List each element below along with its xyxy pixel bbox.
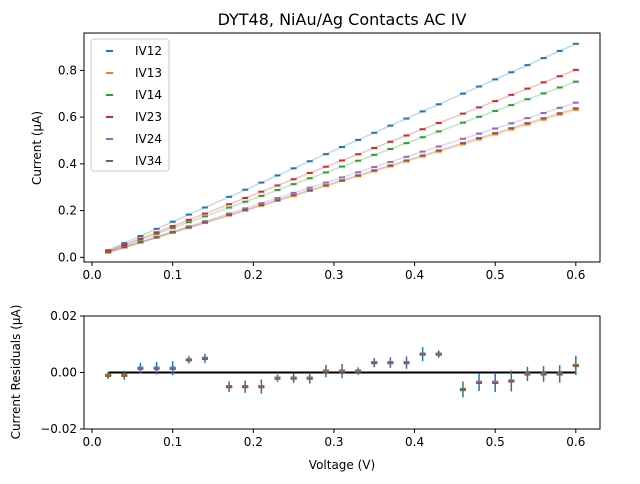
iv-plot-panel: 0.0 0.1 0.2 0.3 0.4 0.5 0.6 0.0 0.2 0.4 0.6 0.8 IV12… — [58, 32, 601, 282]
legend-box — [90, 38, 170, 172]
top-y-tick-label: 0.4 — [58, 157, 77, 171]
legend-label-iv34: IV34 — [135, 154, 162, 168]
bottom-x-axis-label: Voltage (V) — [309, 458, 375, 472]
top-y-tick-label: 0.6 — [58, 110, 77, 124]
legend-label-iv13: IV13 — [135, 66, 162, 80]
bottom-x-tick-label: 0.2 — [244, 435, 263, 449]
chart-title: DYT48, NiAu/Ag Contacts AC IV — [218, 10, 467, 29]
bottom-x-tick-label: 0.1 — [163, 435, 182, 449]
bottom-x-tick-label: 0.6 — [566, 435, 585, 449]
top-axes-frame — [83, 32, 601, 263]
top-y-axis-label: Current (μA) — [30, 111, 44, 185]
bottom-x-tick-label: 0.4 — [405, 435, 424, 449]
legend-label-iv23: IV23 — [135, 110, 162, 124]
top-x-tick-label: 0.6 — [566, 268, 585, 282]
bottom-y-axis-label: Current Residuals (μA) — [9, 305, 23, 440]
residuals-plot-panel: 0.0 0.1 0.2 0.3 0.4 0.5 0.6 −0.02 0.00 0.02 — [40, 309, 601, 449]
top-y-tick-label: 0.8 — [58, 63, 77, 77]
bottom-x-tick-label: 0.0 — [83, 435, 102, 449]
top-x-tick-label: 0.2 — [244, 268, 263, 282]
top-x-tick-label: 0.4 — [405, 268, 424, 282]
top-y-tick-label: 0.0 — [58, 250, 77, 264]
top-x-tick-label: 0.3 — [324, 268, 343, 282]
bottom-x-tick-label: 0.3 — [324, 435, 343, 449]
top-x-tick-label: 0.5 — [486, 268, 505, 282]
top-y-tick-label: 0.2 — [58, 204, 77, 218]
legend-label-iv12: IV12 — [135, 44, 162, 58]
top-x-tick-label: 0.1 — [163, 268, 182, 282]
legend-label-iv14: IV14 — [135, 88, 162, 102]
bottom-x-tick-label: 0.5 — [486, 435, 505, 449]
legend-label-iv24: IV24 — [135, 132, 162, 146]
top-x-tick-label: 0.0 — [83, 268, 102, 282]
bottom-y-tick-label: 0.00 — [50, 366, 77, 380]
bottom-y-tick-label: −0.02 — [40, 422, 77, 436]
bottom-y-tick-label: 0.02 — [50, 309, 77, 323]
